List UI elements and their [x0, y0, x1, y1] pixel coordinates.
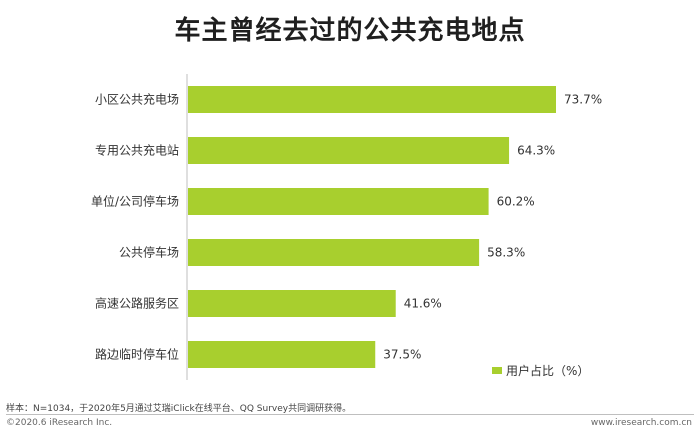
value-label: 37.5% [383, 348, 421, 362]
bar [188, 239, 480, 266]
footer-divider [6, 414, 694, 415]
bar [188, 137, 510, 164]
value-label: 73.7% [564, 93, 602, 107]
bar [188, 86, 556, 113]
bar [188, 341, 376, 368]
website-text: www.iresearch.com.cn [590, 418, 692, 428]
legend-label: 用户占比（%） [506, 364, 590, 378]
category-label: 单位/公司停车场 [91, 194, 179, 209]
bar [188, 290, 396, 317]
category-label: 小区公共充电场 [95, 92, 179, 107]
value-label: 58.3% [487, 246, 525, 260]
legend-swatch [492, 367, 502, 374]
category-label: 专用公共充电站 [95, 143, 179, 158]
bar [188, 188, 489, 215]
category-label: 公共停车场 [119, 245, 179, 260]
category-label: 高速公路服务区 [95, 296, 179, 311]
copyright-text: ©2020.6 iResearch Inc. [6, 418, 113, 428]
sample-note: 样本：N=1034，于2020年5月通过艾瑞iClick在线平台、QQ Surv… [6, 404, 352, 414]
value-label: 41.6% [404, 297, 442, 311]
bar-chart: 小区公共充电场 73.7% 专用公共充电站 64.3% 单位/公司停车场 60.2% 公共停… [91, 74, 602, 380]
value-label: 64.3% [517, 144, 555, 158]
chart-title: 车主曾经去过的公共充电地点 [174, 16, 526, 46]
category-label: 路边临时停车位 [95, 347, 179, 362]
legend: 用户占比（%） [492, 362, 589, 379]
value-label: 60.2% [497, 195, 535, 209]
